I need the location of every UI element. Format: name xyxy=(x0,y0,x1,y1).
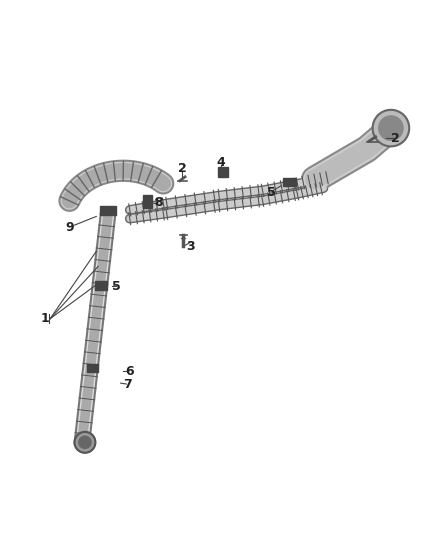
Circle shape xyxy=(74,432,95,453)
Text: 7: 7 xyxy=(123,378,132,391)
Text: 1: 1 xyxy=(41,312,49,325)
FancyBboxPatch shape xyxy=(283,177,296,187)
Text: 2: 2 xyxy=(391,132,399,144)
Circle shape xyxy=(373,110,409,147)
Text: 9: 9 xyxy=(66,221,74,234)
FancyBboxPatch shape xyxy=(218,167,228,177)
Text: 4: 4 xyxy=(217,156,226,168)
FancyBboxPatch shape xyxy=(143,195,152,208)
Circle shape xyxy=(379,116,403,140)
Text: 5: 5 xyxy=(267,186,276,199)
FancyBboxPatch shape xyxy=(100,206,116,215)
Text: 3: 3 xyxy=(187,240,195,253)
Circle shape xyxy=(79,436,91,448)
Text: 8: 8 xyxy=(154,196,162,208)
Text: 5: 5 xyxy=(113,280,121,293)
Text: 6: 6 xyxy=(125,365,134,378)
FancyBboxPatch shape xyxy=(95,281,107,289)
Text: 2: 2 xyxy=(178,162,187,175)
FancyBboxPatch shape xyxy=(87,364,98,372)
